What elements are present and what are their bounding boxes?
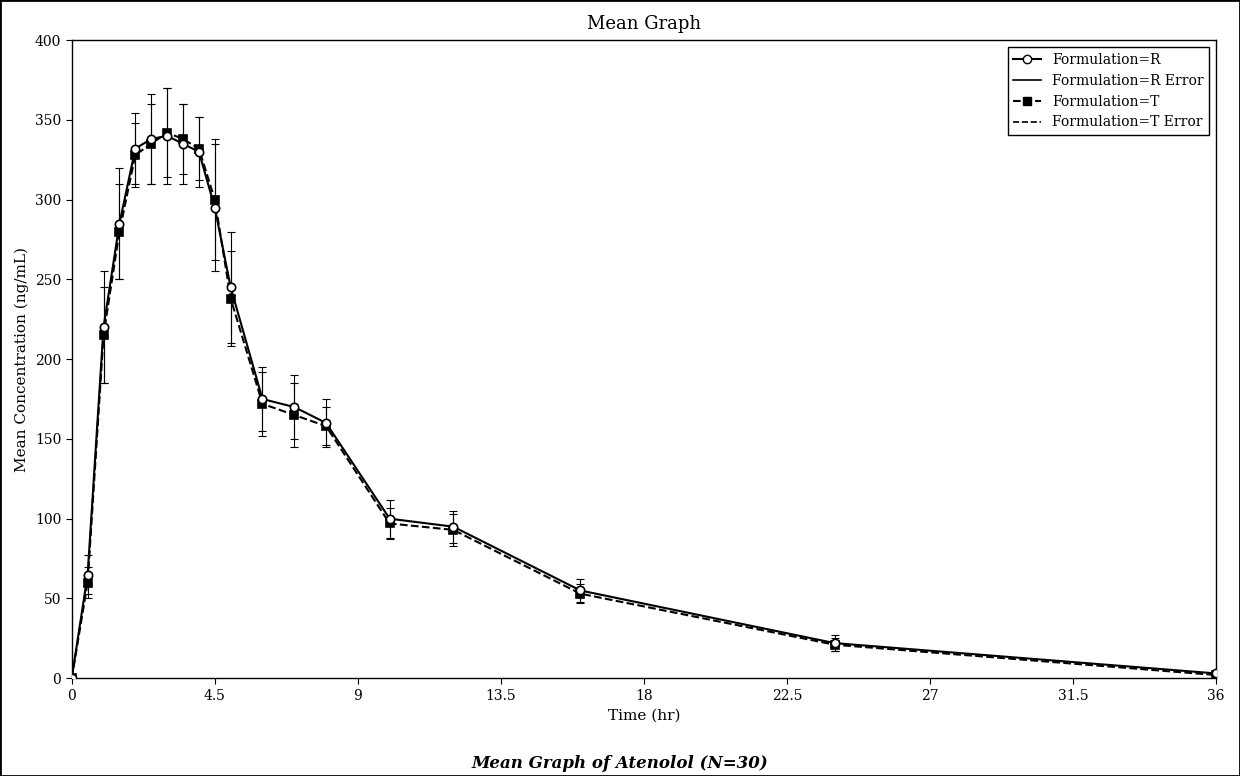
X-axis label: Time (hr): Time (hr) xyxy=(608,708,681,722)
Y-axis label: Mean Concentration (ng/mL): Mean Concentration (ng/mL) xyxy=(15,247,30,472)
Legend: Formulation=R, Formulation=R Error, Formulation=T, Formulation=T Error: Formulation=R, Formulation=R Error, Form… xyxy=(1008,47,1209,135)
Title: Mean Graph: Mean Graph xyxy=(587,15,701,33)
Text: Mean Graph of Atenolol (N=30): Mean Graph of Atenolol (N=30) xyxy=(471,755,769,772)
